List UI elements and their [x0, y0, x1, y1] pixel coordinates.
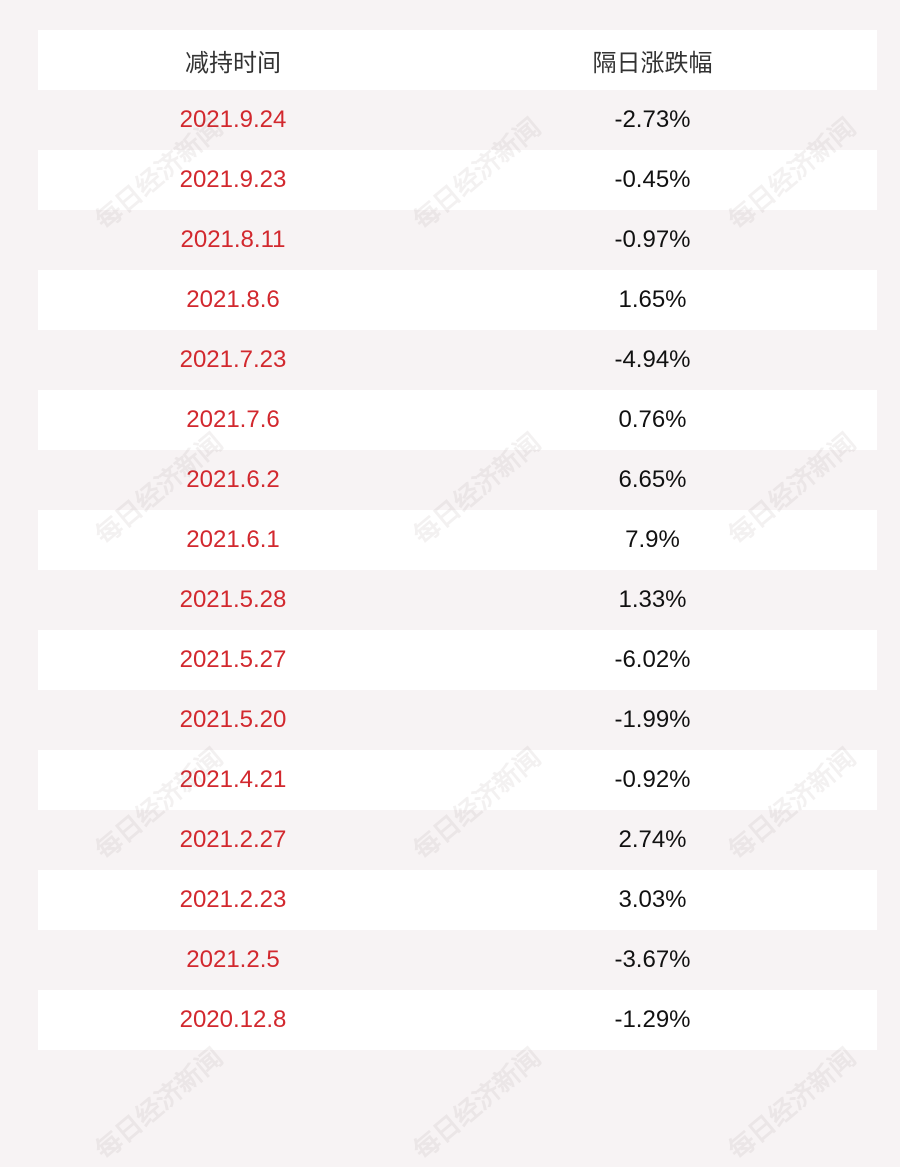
table-row: 2021.2.27 2.74%	[38, 810, 877, 870]
date-cell: 2021.7.6	[186, 406, 280, 433]
change-cell: -0.92%	[614, 766, 691, 793]
change-cell: -1.99%	[614, 706, 691, 733]
change-cell: 6.65%	[618, 466, 687, 493]
change-cell: -3.67%	[614, 946, 691, 973]
date-cell: 2021.2.5	[186, 946, 280, 973]
change-cell: -4.94%	[614, 346, 691, 373]
watermark: 每日经济新闻	[407, 1042, 547, 1166]
table: 减持时间 隔日涨跌幅 2021.9.24 -2.73% 2021.9.23 -0.45…	[38, 30, 877, 1050]
date-cell: 2021.5.20	[179, 706, 287, 733]
table-row: 2021.9.23 -0.45%	[38, 150, 877, 210]
table-row: 2021.4.21 -0.92%	[38, 750, 877, 810]
date-cell: 2020.12.8	[179, 1006, 287, 1033]
header-cell: 减持时间	[185, 49, 281, 77]
table-row: 2021.5.28 1.33%	[38, 570, 877, 630]
change-cell: 7.9%	[625, 526, 680, 553]
date-cell: 2021.2.27	[179, 826, 287, 853]
change-cell: -0.97%	[614, 226, 691, 253]
table-row: 2021.7.6 0.76%	[38, 390, 877, 450]
change-cell: -6.02%	[614, 646, 691, 673]
page: 减持时间 隔日涨跌幅 2021.9.24 -2.73% 2021.9.23 -0.45…	[38, 30, 877, 1166]
table-row: 2021.2.23 3.03%	[38, 870, 877, 930]
date-cell: 2021.6.2	[186, 466, 280, 493]
header-row: 减持时间 隔日涨跌幅	[38, 30, 877, 90]
table-row: 2021.5.20 -1.99%	[38, 690, 877, 750]
table-row: 2021.8.6 1.65%	[38, 270, 877, 330]
change-cell: 0.76%	[618, 406, 687, 433]
date-cell: 2021.4.21	[179, 766, 287, 793]
date-cell: 2021.2.23	[179, 886, 287, 913]
change-cell: -1.29%	[614, 1006, 691, 1033]
date-cell: 2021.7.23	[179, 346, 287, 373]
header-cell: 隔日涨跌幅	[592, 49, 713, 77]
table-row: 2020.12.8 -1.29%	[38, 990, 877, 1050]
table-row: 2021.8.11 -0.97%	[38, 210, 877, 270]
change-cell: -2.73%	[614, 106, 691, 133]
change-cell: 1.33%	[618, 586, 687, 613]
watermark: 每日经济新闻	[89, 1042, 229, 1166]
date-cell: 2021.8.11	[180, 226, 286, 253]
table-row: 2021.9.24 -2.73%	[38, 90, 877, 150]
table-row: 2021.7.23 -4.94%	[38, 330, 877, 390]
table-row: 2021.6.2 6.65%	[38, 450, 877, 510]
date-cell: 2021.5.27	[179, 646, 287, 673]
date-cell: 2021.8.6	[186, 286, 280, 313]
table-row: 2021.5.27 -6.02%	[38, 630, 877, 690]
change-cell: -0.45%	[614, 166, 691, 193]
change-cell: 2.74%	[618, 826, 687, 853]
change-cell: 1.65%	[618, 286, 687, 313]
date-cell: 2021.5.28	[179, 586, 287, 613]
date-cell: 2021.9.23	[179, 166, 287, 193]
date-cell: 2021.6.1	[186, 526, 280, 553]
date-cell: 2021.9.24	[179, 106, 287, 133]
change-cell: 3.03%	[618, 886, 687, 913]
watermark: 每日经济新闻	[722, 1042, 862, 1166]
table-row: 2021.2.5 -3.67%	[38, 930, 877, 990]
table-row: 2021.6.1 7.9%	[38, 510, 877, 570]
